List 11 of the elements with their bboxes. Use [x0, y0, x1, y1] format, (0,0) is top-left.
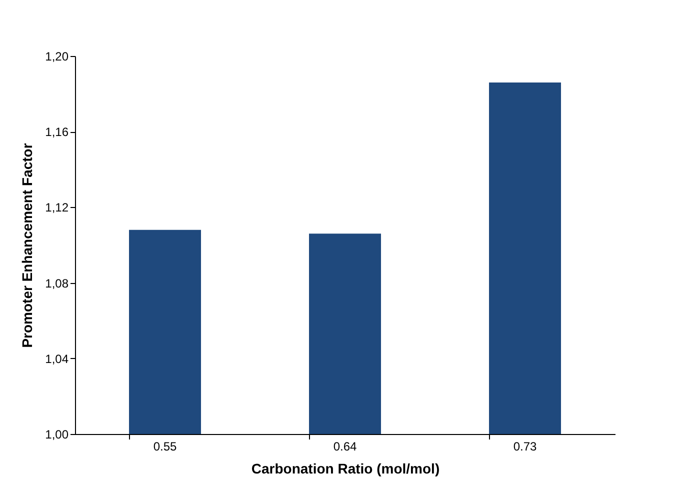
x-tick-label: 0.55: [153, 440, 177, 454]
y-tick-label: 1,00: [45, 428, 69, 442]
y-tick-label: 1,08: [45, 276, 69, 290]
x-tick-label: 0.73: [513, 440, 537, 454]
x-tick-label: 0.64: [333, 440, 357, 454]
y-axis-title: Promoter Enhancement Factor: [19, 142, 36, 348]
y-tick-label: 1,12: [45, 200, 69, 215]
y-tick-label: 1,20: [45, 50, 69, 64]
y-tick-label: 1,04: [45, 352, 69, 366]
y-tick-label: 1,16: [45, 125, 69, 140]
x-axis-title: Carbonation Ratio (mol/mol): [251, 460, 440, 476]
